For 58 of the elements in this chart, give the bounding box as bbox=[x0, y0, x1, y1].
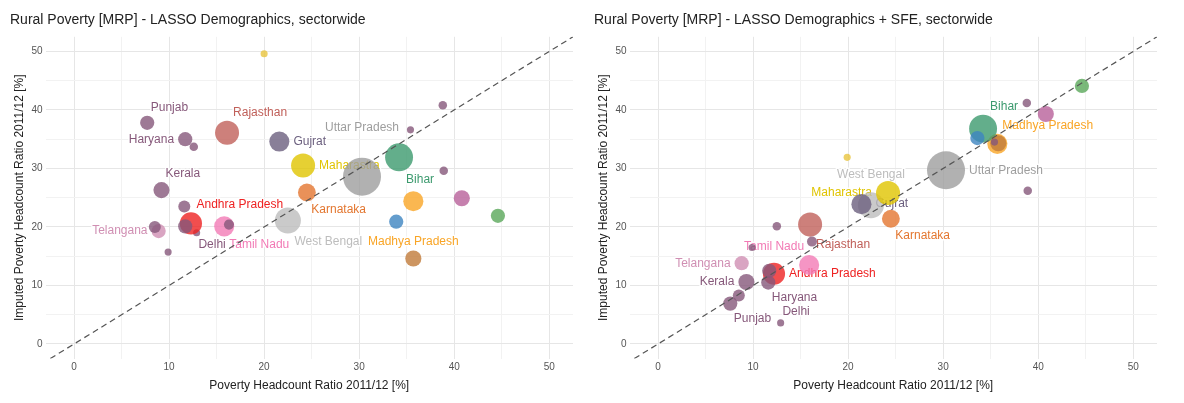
x-tick-label: 10 bbox=[163, 361, 176, 373]
series-label: Karnataka bbox=[311, 201, 367, 216]
series-label: Kerala bbox=[699, 274, 735, 289]
series-label: Gujrat bbox=[293, 133, 327, 148]
series-label: Tamil Nadu bbox=[744, 239, 805, 254]
chart-title: Rural Poverty [MRP] - LASSO Demographics, sectorwide bbox=[10, 11, 366, 28]
text: Madhya Pradesh bbox=[367, 233, 459, 248]
y-tick-label: 10 bbox=[615, 279, 627, 291]
x-tick-label: 0 bbox=[71, 361, 78, 373]
series-label: Karnataka bbox=[895, 227, 951, 242]
series-label: Rajasthan bbox=[233, 105, 288, 120]
series-label: Telangana bbox=[675, 255, 731, 270]
y-axis-title: Imputed Poverty Headcount Ratio 2011/12 [%] bbox=[11, 74, 26, 321]
y-tick-label: 0 bbox=[620, 337, 627, 349]
x-tick-label: 0 bbox=[655, 361, 662, 373]
y-axis-title: Imputed Poverty Headcount Ratio 2011/12 [%] bbox=[595, 74, 610, 321]
y-tick-label: 30 bbox=[615, 162, 627, 174]
x-tick-label: 30 bbox=[353, 361, 366, 373]
series-label: Uttar Pradesh bbox=[969, 162, 1044, 177]
x-tick-label: 20 bbox=[258, 361, 271, 373]
y-tick-label: 20 bbox=[615, 220, 627, 232]
text: Uttar Pradesh bbox=[324, 119, 400, 134]
y-tick-label: 50 bbox=[615, 45, 627, 57]
series-label: Andhra Pradesh bbox=[789, 266, 876, 281]
series-label: Haryana bbox=[771, 289, 818, 304]
x-tick-label: 30 bbox=[937, 361, 950, 373]
series-label: Tamil Nadu bbox=[229, 236, 290, 251]
series-label: Bihar bbox=[990, 99, 1019, 114]
y-tick-label: 40 bbox=[31, 103, 43, 115]
x-tick-label: 40 bbox=[1032, 361, 1045, 373]
series-label: Bihar bbox=[406, 171, 435, 186]
y-tick-label: 0 bbox=[36, 337, 43, 349]
series-label: Delhi bbox=[198, 236, 226, 251]
series-label: Delhi bbox=[782, 303, 810, 318]
series-label: West Bengal bbox=[837, 166, 905, 181]
y-tick-label: 50 bbox=[31, 45, 43, 57]
x-tick-label: 10 bbox=[747, 361, 760, 373]
x-tick-label: 40 bbox=[448, 361, 461, 373]
series-label: Kerala bbox=[165, 166, 201, 181]
x-tick-label: 50 bbox=[543, 361, 556, 373]
y-tick-label: 30 bbox=[31, 162, 43, 174]
series-label: Andhra Pradesh bbox=[196, 196, 284, 211]
series-label: Punjab bbox=[733, 311, 772, 326]
series-label: West Bengal bbox=[294, 233, 363, 248]
x-axis-title: Poverty Headcount Ratio 2011/12 [%] bbox=[209, 378, 410, 393]
y-tick-label: 20 bbox=[31, 220, 43, 232]
x-tick-label: 50 bbox=[1127, 361, 1140, 373]
series-label: Maharastra bbox=[811, 185, 873, 200]
series-label: Rajasthan bbox=[816, 236, 871, 251]
series-label: Haryana bbox=[128, 131, 175, 146]
series-label: Telangana bbox=[92, 223, 148, 238]
x-axis-title: Poverty Headcount Ratio 2011/12 [%] bbox=[793, 378, 994, 393]
series-label: Madhya Pradesh bbox=[1002, 118, 1094, 133]
chart-title: Rural Poverty [MRP] - LASSO Demographics + SFE, sectorwide bbox=[594, 11, 993, 28]
y-tick-label: 40 bbox=[615, 103, 627, 115]
y-tick-label: 10 bbox=[31, 279, 43, 291]
x-tick-label: 20 bbox=[842, 361, 855, 373]
series-label: Punjab bbox=[150, 100, 189, 115]
